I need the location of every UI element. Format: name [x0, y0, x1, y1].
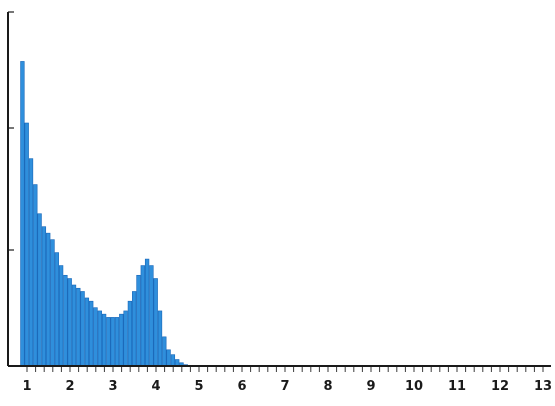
bar	[140, 265, 145, 367]
bar	[41, 226, 47, 367]
bar	[97, 310, 102, 367]
bar	[166, 349, 171, 367]
x-tick-label: 3	[108, 379, 117, 394]
x-tick-label: 1	[22, 379, 31, 394]
x-tick-label: 2	[65, 379, 74, 394]
bar	[58, 265, 64, 367]
bar	[67, 278, 72, 367]
bar	[110, 317, 115, 367]
bar	[54, 252, 59, 367]
bar	[114, 317, 120, 367]
x-tick-label: 8	[323, 379, 332, 394]
x-tick-label: 4	[151, 379, 160, 394]
bar	[20, 61, 25, 367]
x-tick-labels-group: 1 2 3 4 5 6 7 8 9 10 11 12 13	[22, 379, 552, 394]
bar	[119, 313, 124, 367]
y-ticks-group	[8, 11, 14, 251]
bar	[80, 291, 85, 367]
bar	[157, 310, 163, 367]
x-tick-label: 6	[237, 379, 246, 394]
bar	[46, 232, 51, 367]
x-tick-label: 9	[366, 379, 375, 394]
bar	[37, 213, 42, 367]
x-tick-label: 5	[194, 379, 203, 394]
bar	[136, 274, 141, 367]
bar	[127, 300, 133, 367]
bar	[33, 184, 38, 367]
bar	[89, 300, 94, 367]
x-tick-label: 13	[534, 379, 552, 394]
bar	[71, 284, 77, 367]
bar	[50, 239, 55, 367]
bar	[170, 354, 176, 367]
bar	[24, 122, 29, 367]
bar	[123, 310, 128, 367]
x-tick-label: 7	[280, 379, 289, 394]
bar	[149, 265, 154, 367]
x-tick-label: 11	[448, 379, 466, 394]
x-tick-label: 12	[491, 379, 509, 394]
bars-group	[20, 61, 197, 367]
x-tick-label: 10	[405, 379, 423, 394]
bar	[132, 291, 137, 367]
bar	[101, 313, 107, 367]
bar	[153, 278, 158, 367]
bar	[162, 336, 167, 367]
bar	[106, 317, 111, 367]
bar	[63, 274, 68, 367]
bar	[76, 287, 81, 367]
bar	[93, 307, 98, 367]
bar	[28, 158, 34, 367]
bar	[144, 258, 150, 367]
bar	[84, 297, 90, 367]
